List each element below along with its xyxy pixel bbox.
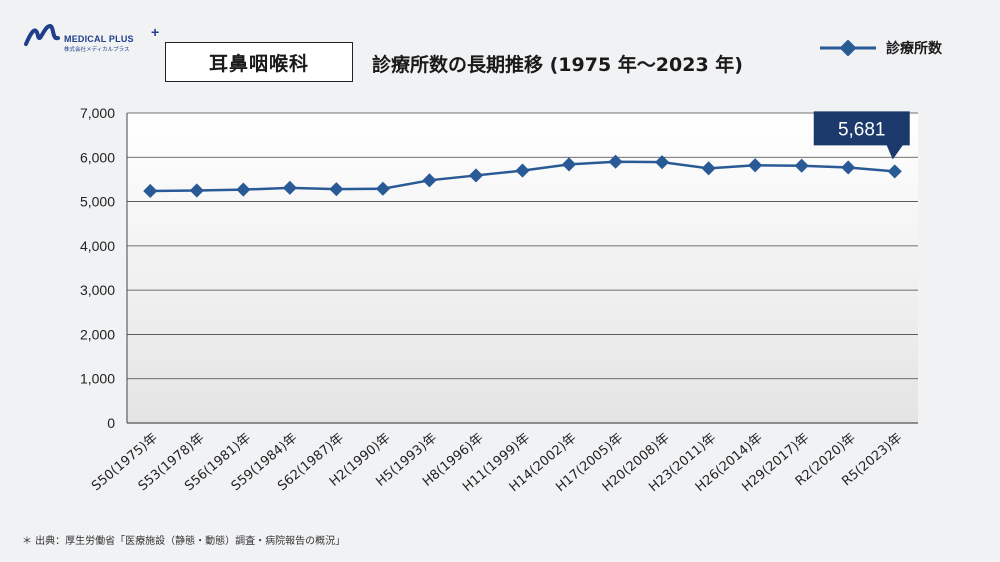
department-text: 耳鼻咽喉科 (208, 52, 309, 75)
company-logo: MEDICAL PLUS 株式会社メディカルプラス + (24, 20, 159, 54)
data-point-marker (655, 155, 670, 170)
data-point-marker (468, 168, 484, 183)
data-point-marker (701, 161, 716, 176)
y-tick-label: 0 (107, 415, 115, 431)
data-point-marker (608, 154, 623, 169)
source-note: ＊ 出典：厚生労働省「医療施設（静態・動態）調査・病院報告の概況」 (22, 536, 346, 547)
logo-mark-icon (24, 23, 60, 46)
data-point-marker (561, 157, 577, 172)
data-point-marker (189, 183, 204, 198)
y-tick-label: 2,000 (80, 326, 115, 342)
chart-legend: 診療所数 (818, 38, 942, 58)
data-point-marker (143, 183, 158, 199)
data-point-marker (748, 158, 763, 173)
data-point-marker (282, 180, 297, 195)
data-point-marker (375, 181, 390, 196)
legend-line-icon (820, 40, 876, 56)
logo-plus-icon: + (151, 24, 160, 40)
callout-label: 5,681 (838, 119, 886, 140)
y-tick-label: 4,000 (80, 238, 115, 254)
y-tick-label: 1,000 (80, 371, 115, 387)
value-callout (813, 111, 910, 160)
y-tick-label: 6,000 (80, 149, 115, 165)
y-tick-label: 3,000 (80, 282, 115, 298)
data-point-marker (329, 182, 344, 197)
data-point-marker (422, 173, 437, 188)
chart-title: 診療所数の長期推移 (1975 年～2023 年) (372, 54, 743, 76)
data-point-marker (515, 163, 530, 178)
y-tick-label: 5,000 (80, 194, 115, 210)
legend-label: 診療所数 (886, 41, 942, 57)
logo-brand-text: MEDICAL PLUS (64, 34, 134, 44)
data-point-marker (236, 182, 251, 197)
y-tick-label: 7,000 (80, 105, 115, 121)
department-label: 耳鼻咽喉科 (165, 42, 353, 82)
logo-sub-text: 株式会社メディカルプラス (64, 47, 130, 53)
data-point-marker (794, 158, 809, 173)
plot-area (127, 113, 918, 423)
data-point-marker (887, 164, 902, 179)
data-point-marker (841, 160, 856, 175)
